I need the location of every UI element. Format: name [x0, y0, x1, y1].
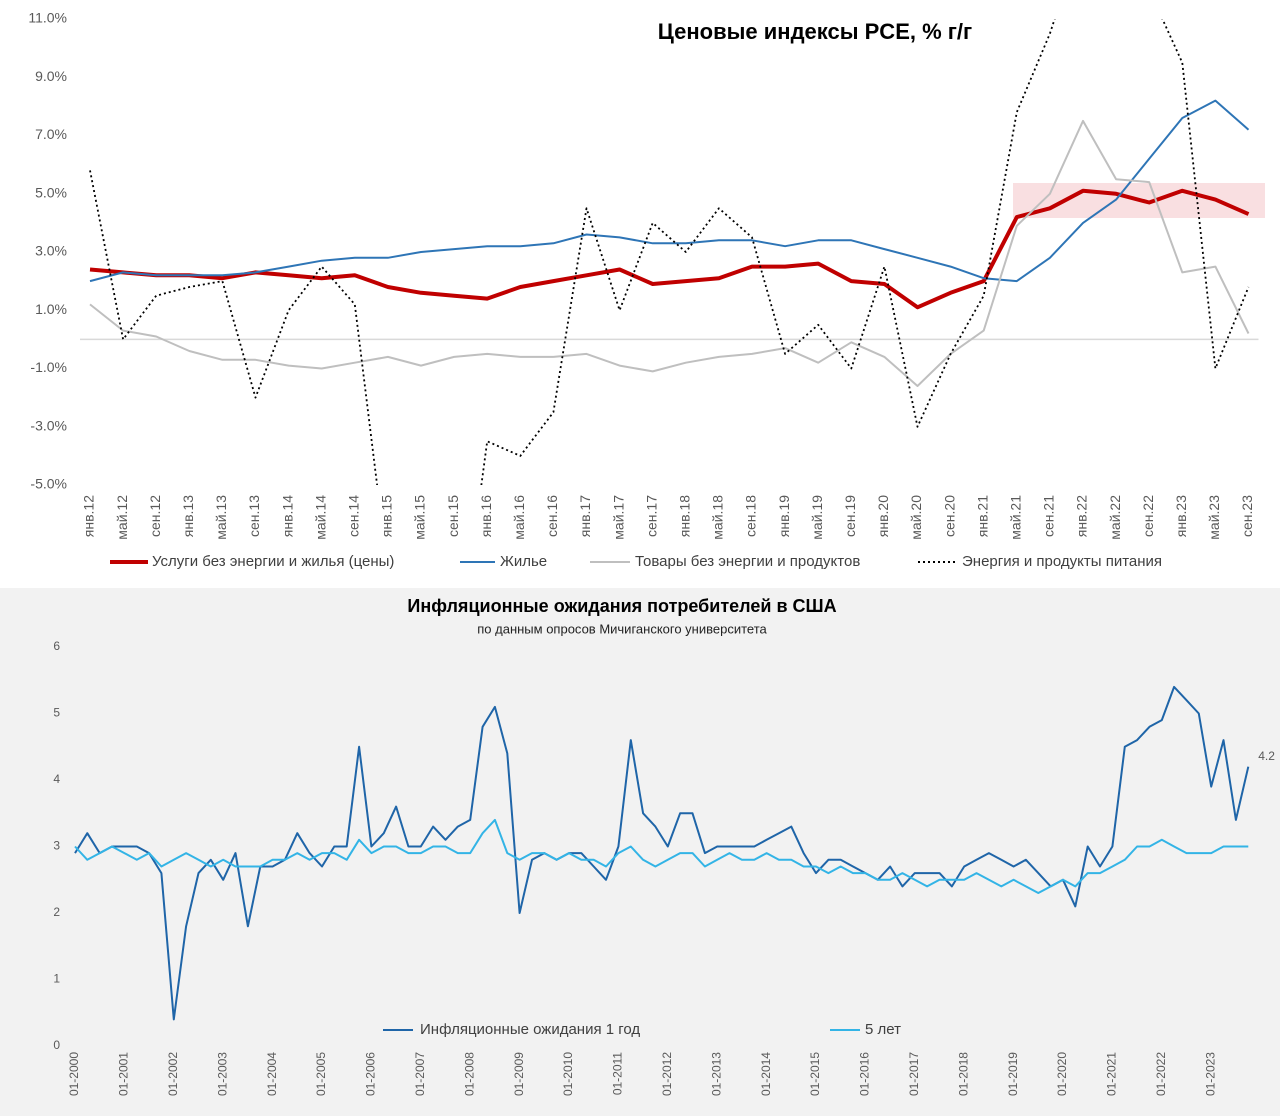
x-tick-label: 01-2013	[709, 1052, 723, 1096]
x-tick-label: янв.14	[279, 495, 295, 537]
x-tick-label: май.22	[1107, 495, 1123, 540]
y-tick-label: 2	[53, 905, 60, 919]
y-tick-label: 1	[53, 972, 60, 986]
x-tick-label: янв.21	[974, 495, 990, 537]
x-tick-label: янв.23	[1173, 495, 1189, 537]
x-tick-label: 01-2000	[67, 1052, 81, 1096]
x-tick-label: сен.15	[445, 495, 461, 537]
x-tick-label: янв.13	[180, 495, 196, 537]
x-tick-label: 01-2005	[314, 1052, 328, 1096]
x-tick-label: май.21	[1008, 495, 1024, 540]
x-tick-label: сен.13	[246, 495, 262, 537]
x-tick-label: май.23	[1206, 495, 1222, 540]
y-tick-label: 9.0%	[35, 68, 67, 84]
x-tick-label: 01-2011	[611, 1052, 625, 1095]
x-tick-label: 01-2017	[907, 1052, 921, 1096]
chart-title: Инфляционные ожидания потребителей в США	[407, 596, 836, 616]
x-tick-label: янв.18	[677, 495, 693, 537]
x-tick-label: янв.15	[379, 495, 395, 537]
x-tick-label: сен.19	[842, 495, 858, 537]
x-tick-label: май.20	[908, 495, 924, 540]
y-tick-label: -1.0%	[30, 359, 67, 375]
x-tick-label: 01-2001	[117, 1052, 131, 1096]
x-tick-label: май.15	[412, 495, 428, 540]
y-tick-label: 0	[53, 1038, 60, 1052]
y-tick-label: 4	[53, 772, 60, 786]
y-tick-label: 5	[53, 706, 60, 720]
series-line	[74, 818, 1249, 894]
series-line	[89, 188, 1250, 310]
x-tick-label: 01-2004	[265, 1052, 279, 1096]
x-tick-label: янв.19	[776, 495, 792, 537]
y-tick-label: 11.0%	[28, 10, 67, 26]
x-tick-label: 01-2015	[808, 1052, 822, 1096]
x-tick-label: май.16	[511, 495, 527, 540]
y-tick-label: 5.0%	[35, 184, 67, 200]
x-tick-label: 01-2020	[1055, 1052, 1069, 1096]
y-tick-label: 6	[53, 639, 60, 653]
chart-subtitle: по данным опросов Мичиганского университ…	[477, 621, 767, 636]
x-tick-label: 01-2016	[858, 1052, 872, 1096]
x-tick-label: янв.17	[577, 495, 593, 537]
series-line	[89, 119, 1250, 387]
y-tick-label: -5.0%	[30, 476, 67, 492]
legend-label: Товары без энергии и продуктов	[635, 553, 860, 570]
x-tick-label: май.17	[610, 495, 626, 540]
y-tick-label: 1.0%	[35, 301, 67, 317]
series-line	[89, 99, 1250, 283]
x-tick-label: сен.20	[941, 495, 957, 537]
x-tick-label: май.13	[213, 495, 229, 540]
x-tick-label: янв.12	[81, 495, 97, 537]
x-tick-label: сен.16	[544, 495, 560, 537]
legend-label: 5 лет	[865, 1021, 901, 1038]
x-tick-label: сен.17	[643, 495, 659, 537]
x-tick-label: сен.18	[743, 495, 759, 537]
y-tick-label: 7.0%	[35, 126, 67, 142]
x-tick-label: 01-2007	[413, 1052, 427, 1096]
legend-label: Жилье	[500, 553, 547, 570]
x-tick-label: 01-2019	[1006, 1052, 1020, 1096]
x-tick-label: 01-2023	[1203, 1052, 1217, 1096]
legend-label: Энергия и продукты питания	[962, 553, 1162, 570]
x-tick-label: 01-2008	[462, 1052, 476, 1096]
x-tick-label: янв.16	[478, 495, 494, 537]
x-tick-label: 01-2022	[1154, 1052, 1168, 1096]
x-tick-label: 01-2002	[166, 1052, 180, 1096]
x-tick-label: май.18	[710, 495, 726, 540]
x-tick-label: сен.12	[147, 495, 163, 537]
x-tick-label: сен.22	[1140, 495, 1156, 537]
x-tick-label: 01-2018	[956, 1052, 970, 1096]
y-tick-label: 3	[53, 839, 60, 853]
x-tick-label: 01-2009	[512, 1052, 526, 1096]
x-tick-label: сен.14	[346, 495, 362, 537]
x-tick-label: сен.21	[1041, 495, 1057, 537]
y-tick-label: 3.0%	[35, 243, 67, 259]
x-tick-label: 01-2010	[561, 1052, 575, 1096]
x-tick-label: сен.23	[1239, 495, 1255, 537]
data-label: 4.2	[1258, 749, 1275, 763]
x-tick-label: май.19	[809, 495, 825, 540]
x-tick-label: 01-2012	[660, 1052, 674, 1096]
y-tick-label: -3.0%	[30, 417, 67, 433]
x-tick-label: 01-2003	[215, 1052, 229, 1096]
x-tick-label: янв.20	[875, 495, 891, 537]
x-tick-label: 01-2021	[1105, 1052, 1119, 1096]
x-tick-label: 01-2006	[364, 1052, 378, 1096]
x-tick-label: 01-2014	[759, 1052, 773, 1096]
x-tick-label: май.14	[312, 495, 328, 540]
x-tick-label: янв.22	[1074, 495, 1090, 537]
legend-label: Услуги без энергии и жилья (цены)	[152, 553, 394, 570]
legend-label: Инфляционные ожидания 1 год	[420, 1021, 640, 1038]
chart1-bg	[0, 0, 1280, 588]
x-tick-label: май.12	[114, 495, 130, 540]
chart-title: Ценовые индексы PCE, % г/г	[658, 19, 972, 44]
chart2-bg	[0, 588, 1280, 1116]
